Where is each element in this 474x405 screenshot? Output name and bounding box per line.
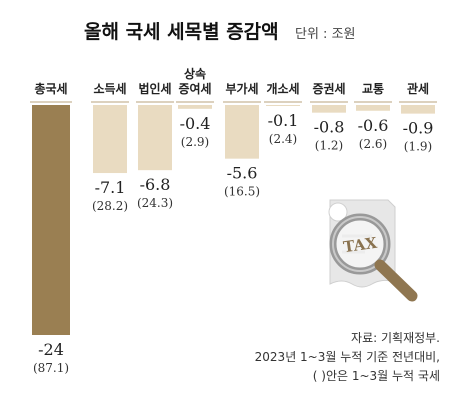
tax-stamp-text: TAX bbox=[342, 234, 378, 257]
value-label: -0.4 bbox=[180, 114, 211, 133]
bar bbox=[138, 105, 172, 171]
value-label: -0.6 bbox=[358, 116, 389, 135]
cumulative-label: (2.9) bbox=[181, 135, 209, 149]
basis-note: 2023년 1~3월 누적 기준 전년대비, bbox=[255, 350, 440, 364]
value-label: -24 bbox=[38, 340, 64, 359]
category-label: 부가세 bbox=[225, 81, 258, 96]
cumulative-label: (28.2) bbox=[92, 199, 128, 213]
tax-magnifier-icon: TAX bbox=[328, 199, 418, 302]
parenthesis-note: ( )안은 1~3월 누적 국세 bbox=[313, 369, 440, 383]
chart-title: 올해 국세 세목별 증감액 bbox=[84, 21, 279, 43]
category-label: 관세 bbox=[407, 81, 429, 96]
category-label: 교통 bbox=[362, 81, 384, 96]
value-label: -5.6 bbox=[227, 164, 258, 183]
category-label: 총국세 bbox=[34, 81, 67, 96]
unit-label: 단위 : 조원 bbox=[295, 27, 356, 42]
cumulative-label: (16.5) bbox=[224, 185, 260, 199]
category-label: 증권세 bbox=[312, 81, 345, 96]
category-label: 상속 bbox=[184, 66, 206, 81]
category-label: 개소세 bbox=[266, 81, 299, 96]
bar bbox=[178, 105, 212, 109]
bars-group: 총국세 -24 (87.1) 소득세 -7.1 (28.2) 법인세 -6.8 (24.3) 상속… bbox=[30, 66, 437, 375]
cumulative-label: (2.6) bbox=[359, 137, 387, 151]
cumulative-label: (24.3) bbox=[137, 196, 173, 210]
value-label: -7.1 bbox=[95, 178, 126, 197]
category-label: 법인세 bbox=[138, 81, 171, 96]
bar bbox=[312, 105, 346, 113]
value-label: -0.9 bbox=[403, 119, 434, 138]
cumulative-label: (1.2) bbox=[315, 139, 343, 153]
bar bbox=[93, 105, 127, 174]
cumulative-label: (87.1) bbox=[33, 361, 69, 375]
value-label: -0.1 bbox=[268, 111, 299, 130]
source-note: 자료: 기획재정부. bbox=[351, 331, 440, 345]
bar bbox=[356, 105, 390, 111]
category-label: 소득세 bbox=[93, 81, 126, 96]
category-label: 증여세 bbox=[178, 81, 211, 96]
value-label: -6.8 bbox=[140, 175, 171, 194]
bar bbox=[225, 105, 259, 159]
bar bbox=[266, 105, 300, 106]
bar bbox=[401, 105, 435, 114]
value-label: -0.8 bbox=[314, 118, 345, 137]
bar bbox=[32, 105, 70, 335]
cumulative-label: (1.9) bbox=[404, 140, 432, 154]
cumulative-label: (2.4) bbox=[269, 132, 297, 146]
